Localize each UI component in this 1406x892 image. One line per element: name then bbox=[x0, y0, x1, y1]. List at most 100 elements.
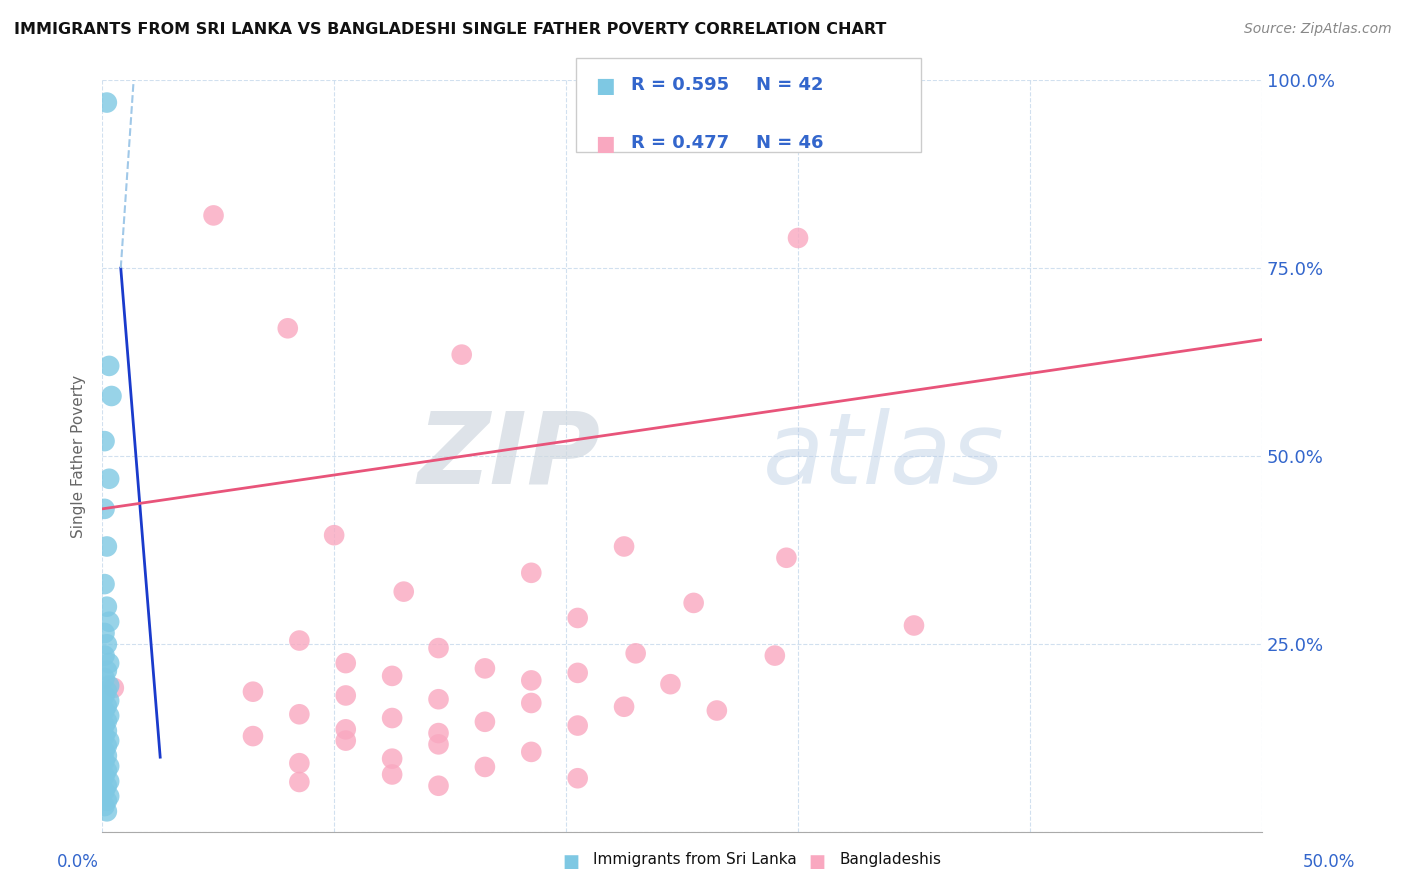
Point bbox=[775, 550, 797, 565]
Point bbox=[96, 664, 118, 678]
Point bbox=[613, 540, 636, 554]
Point bbox=[427, 641, 450, 656]
Text: R = 0.595: R = 0.595 bbox=[631, 76, 730, 94]
Point bbox=[96, 637, 118, 651]
Point bbox=[93, 501, 115, 516]
Point bbox=[96, 739, 118, 753]
Point bbox=[93, 689, 115, 703]
Point bbox=[96, 805, 118, 819]
Point bbox=[567, 611, 589, 625]
Text: ■: ■ bbox=[595, 76, 614, 95]
Point bbox=[288, 633, 311, 648]
Point bbox=[96, 779, 118, 793]
Point bbox=[93, 434, 115, 449]
Text: N = 42: N = 42 bbox=[756, 76, 824, 94]
Point bbox=[93, 799, 115, 814]
Point bbox=[93, 744, 115, 758]
Point bbox=[335, 723, 357, 737]
Point bbox=[427, 737, 450, 751]
Point bbox=[381, 752, 404, 766]
Text: Source: ZipAtlas.com: Source: ZipAtlas.com bbox=[1244, 22, 1392, 37]
Point bbox=[450, 348, 472, 362]
Point bbox=[520, 696, 543, 710]
Point bbox=[474, 661, 496, 675]
Point bbox=[763, 648, 786, 663]
Text: ■: ■ bbox=[595, 134, 614, 153]
Point bbox=[96, 698, 118, 713]
Point bbox=[624, 646, 647, 660]
Point bbox=[98, 774, 121, 789]
Text: 0.0%: 0.0% bbox=[56, 853, 98, 871]
Point bbox=[93, 769, 115, 783]
Point bbox=[288, 756, 311, 771]
Text: R = 0.477: R = 0.477 bbox=[631, 134, 730, 152]
Point bbox=[98, 759, 121, 773]
Point bbox=[335, 733, 357, 747]
Point bbox=[98, 656, 121, 670]
Point bbox=[93, 784, 115, 798]
Point bbox=[98, 694, 121, 708]
Point bbox=[323, 528, 346, 542]
Text: IMMIGRANTS FROM SRI LANKA VS BANGLADESHI SINGLE FATHER POVERTY CORRELATION CHART: IMMIGRANTS FROM SRI LANKA VS BANGLADESHI… bbox=[14, 22, 886, 37]
Point bbox=[96, 764, 118, 778]
Point bbox=[96, 599, 118, 614]
Point bbox=[93, 626, 115, 640]
Point bbox=[682, 596, 704, 610]
Point bbox=[706, 704, 728, 718]
Point bbox=[520, 566, 543, 580]
Point bbox=[93, 671, 115, 685]
Point bbox=[242, 684, 264, 698]
Point bbox=[96, 748, 118, 763]
Text: N = 46: N = 46 bbox=[756, 134, 824, 152]
Point bbox=[335, 656, 357, 670]
Point bbox=[98, 733, 121, 747]
Text: Bangladeshis: Bangladeshis bbox=[839, 852, 942, 867]
Point bbox=[96, 714, 118, 728]
Point bbox=[335, 689, 357, 703]
Y-axis label: Single Father Poverty: Single Father Poverty bbox=[72, 375, 86, 538]
Point bbox=[392, 584, 415, 599]
Point bbox=[96, 540, 118, 554]
Point bbox=[93, 718, 115, 732]
Point bbox=[202, 208, 225, 222]
Point bbox=[93, 648, 115, 663]
Point bbox=[520, 673, 543, 688]
Text: ZIP: ZIP bbox=[418, 408, 600, 505]
Point bbox=[787, 231, 810, 245]
Point bbox=[381, 767, 404, 781]
Point bbox=[567, 718, 589, 732]
Point bbox=[93, 729, 115, 743]
Text: Immigrants from Sri Lanka: Immigrants from Sri Lanka bbox=[593, 852, 797, 867]
Point bbox=[474, 714, 496, 729]
Point bbox=[96, 684, 118, 698]
Point bbox=[103, 681, 125, 695]
Point bbox=[288, 775, 311, 789]
Point bbox=[96, 794, 118, 808]
Point bbox=[98, 359, 121, 373]
Point bbox=[381, 711, 404, 725]
Point bbox=[903, 618, 925, 632]
Point bbox=[277, 321, 299, 335]
Text: 50.0%: 50.0% bbox=[1302, 853, 1355, 871]
Point bbox=[98, 708, 121, 723]
Point bbox=[98, 789, 121, 804]
Point bbox=[96, 95, 118, 110]
Point bbox=[381, 669, 404, 683]
Point bbox=[567, 665, 589, 680]
Point bbox=[427, 779, 450, 793]
Point bbox=[93, 754, 115, 768]
Point bbox=[93, 704, 115, 718]
Point bbox=[613, 699, 636, 714]
Point bbox=[93, 577, 115, 591]
Point bbox=[288, 707, 311, 722]
Point bbox=[520, 745, 543, 759]
Point bbox=[474, 760, 496, 774]
Point bbox=[242, 729, 264, 743]
Point bbox=[96, 723, 118, 738]
Point bbox=[659, 677, 682, 691]
Point bbox=[98, 472, 121, 486]
Point bbox=[98, 615, 121, 629]
Point bbox=[100, 389, 122, 403]
Point bbox=[427, 692, 450, 706]
Text: ■: ■ bbox=[562, 853, 579, 871]
